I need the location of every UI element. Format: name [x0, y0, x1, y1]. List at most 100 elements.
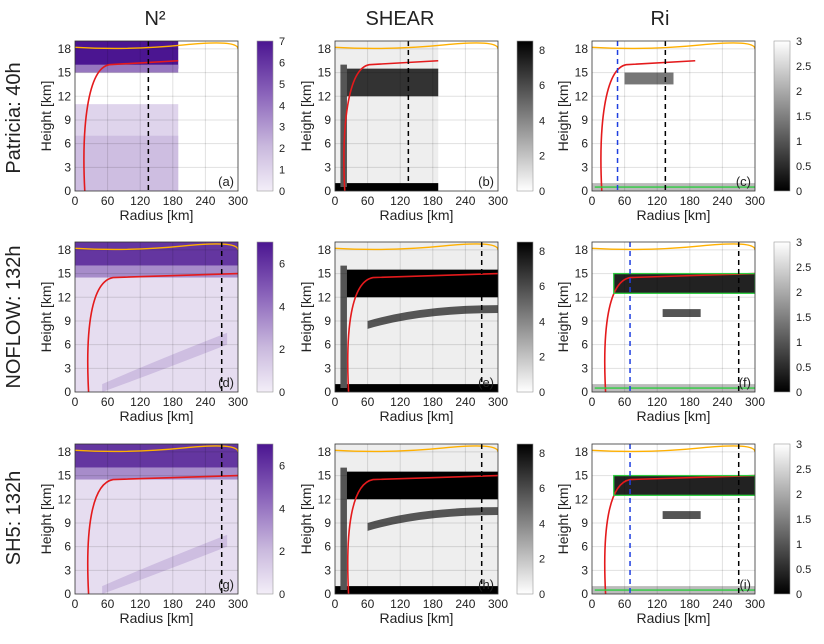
panel-letter: (b) [478, 174, 494, 189]
colorbar-tick-label: 0 [279, 186, 285, 198]
colorbar-tick-label: 4 [279, 100, 285, 112]
y-tick-label: 15 [58, 469, 72, 483]
y-axis-label: Height [km] [38, 282, 54, 353]
panel-letter: (f) [739, 375, 751, 390]
colorbar-tick-label: 2 [796, 489, 802, 501]
x-tick-label: 60 [101, 194, 115, 208]
y-tick-label: 9 [64, 314, 71, 328]
y-tick-label: 0 [64, 184, 71, 198]
colorbar-tick-label: 6 [279, 460, 285, 472]
x-tick-label: 60 [101, 597, 115, 611]
green-contour [613, 474, 755, 496]
y-tick-label: 3 [581, 563, 588, 577]
x-tick-label: 120 [130, 597, 150, 611]
colorbar-tick-label: 0 [796, 589, 802, 601]
colorbar-tick-label: 4 [539, 518, 545, 530]
colorbar-tick-label: 8 [539, 45, 545, 57]
colorbar-tick-label: 8 [539, 246, 545, 258]
colorbar-tick-label: 6 [279, 258, 285, 270]
x-tick-label: 0 [72, 194, 79, 208]
column-title-n2: N² [144, 8, 165, 30]
n2-transition [75, 467, 238, 480]
shear-boundary-layer [335, 586, 498, 594]
shear-base [335, 41, 439, 191]
red-contour [603, 272, 755, 392]
x-tick-label: 120 [130, 395, 150, 409]
axes-frame [591, 443, 756, 595]
x-tick-label: 300 [488, 395, 508, 409]
colorbar-tick-label: 0.5 [796, 362, 811, 374]
red-contour [600, 59, 696, 191]
x-tick-label: 300 [228, 194, 248, 208]
colorbar-tick-label: 6 [539, 281, 545, 293]
column-title-shear: SHEAR [366, 8, 435, 30]
colorbar-tick-label: 4 [539, 115, 545, 127]
y-tick-label: 9 [324, 516, 331, 530]
y-axis-label: Height [km] [298, 282, 314, 353]
axes-frame [334, 443, 499, 595]
y-tick-label: 3 [64, 361, 71, 375]
colorbar-tick-label: 4 [279, 503, 285, 515]
field-layer [75, 242, 238, 392]
orange-contour [335, 42, 498, 50]
colorbar-tick-label: 7 [279, 36, 285, 48]
red-contour [346, 474, 498, 594]
red-contour [86, 272, 238, 392]
y-axis-label: Height [km] [298, 81, 314, 152]
x-tick-label: 60 [101, 395, 115, 409]
x-tick-label: 60 [361, 395, 375, 409]
ri-low-band [613, 273, 755, 294]
y-tick-label: 18 [58, 42, 72, 56]
n2-tropopause [75, 444, 238, 468]
y-tick-label: 6 [324, 338, 331, 352]
n2-streak [102, 332, 228, 392]
y-tick-label: 3 [324, 160, 331, 174]
x-tick-label: 60 [361, 194, 375, 208]
ri-low-patch [662, 511, 701, 519]
x-tick-label: 180 [423, 597, 443, 611]
x-tick-label: 60 [618, 597, 632, 611]
field-layer [592, 444, 755, 594]
colorbar [516, 40, 534, 192]
colorbar-tick-label: 8 [539, 448, 545, 460]
x-tick-label: 240 [455, 194, 475, 208]
colorbar-tick-label: 2.5 [796, 464, 811, 476]
colorbar-tick-label: 1.5 [796, 111, 811, 123]
y-tick-label: 9 [581, 314, 588, 328]
orange-contour [592, 42, 755, 50]
y-axis-label: Height [km] [555, 484, 571, 555]
field-layer [75, 444, 238, 594]
y-tick-label: 18 [575, 243, 589, 257]
ri-base [592, 41, 755, 191]
x-tick-label: 300 [745, 395, 765, 409]
shear-eyewall [340, 64, 347, 188]
column-title-ri: Ri [651, 8, 670, 30]
grid [75, 242, 238, 392]
y-tick-label: 18 [575, 42, 589, 56]
x-tick-label: 0 [332, 194, 339, 208]
row-title-noflow: NOFLOW: 132h [3, 245, 25, 388]
y-tick-label: 0 [324, 184, 331, 198]
y-tick-label: 3 [64, 160, 71, 174]
y-tick-label: 9 [324, 314, 331, 328]
y-tick-label: 18 [58, 243, 72, 257]
shear-streak [367, 305, 498, 329]
colorbar [773, 40, 791, 192]
x-axis-label: Radius [km] [380, 408, 454, 424]
colorbar-tick-label: 3 [796, 237, 802, 249]
ri-low-band [613, 475, 755, 496]
x-tick-label: 180 [163, 395, 183, 409]
colorbar-tick-label: 0.5 [796, 564, 811, 576]
red-contour [346, 272, 498, 392]
x-tick-label: 120 [390, 395, 410, 409]
y-tick-label: 6 [581, 540, 588, 554]
colorbar-tick-label: 2 [279, 546, 285, 558]
colorbar-tick-label: 2.5 [796, 262, 811, 274]
y-tick-label: 0 [581, 587, 588, 601]
y-tick-label: 0 [324, 587, 331, 601]
